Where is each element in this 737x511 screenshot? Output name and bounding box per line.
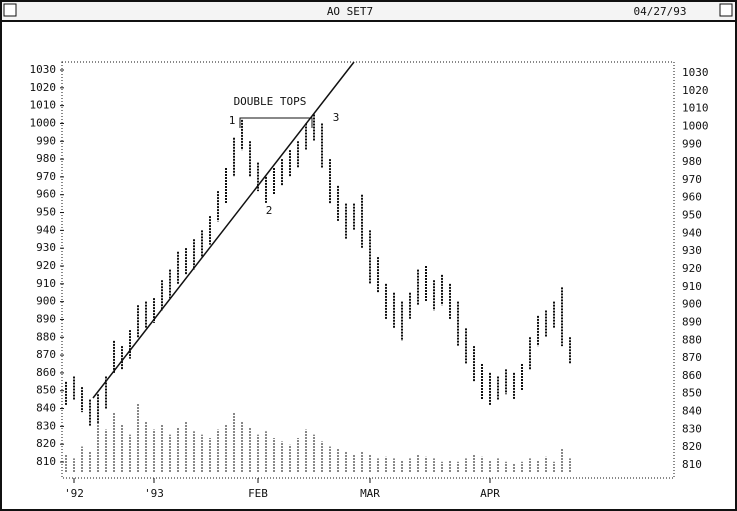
y-tick-label: 940 — [36, 223, 56, 236]
y2-tick-label: 810 — [682, 458, 702, 471]
y2-tick-label: 930 — [682, 244, 702, 257]
y-tick-label: 950 — [36, 206, 56, 219]
y2-tick-label: 900 — [682, 298, 702, 311]
y2-tick-label: 870 — [682, 351, 702, 364]
x-tick-label: '92 — [64, 487, 84, 500]
annotation: 3 — [333, 111, 340, 124]
x-tick-label: '93 — [144, 487, 164, 500]
y-tick-label: 810 — [36, 455, 56, 468]
y2-tick-label: 1020 — [682, 84, 709, 97]
y2-tick-label: 1010 — [682, 102, 709, 115]
y-tick-label: 860 — [36, 366, 56, 379]
y2-tick-label: 820 — [682, 440, 702, 453]
x-tick-label: MAR — [360, 487, 380, 500]
y-tick-label: 910 — [36, 277, 56, 290]
y2-tick-label: 920 — [682, 262, 702, 275]
y-tick-label: 850 — [36, 384, 56, 397]
y-tick-label: 820 — [36, 437, 56, 450]
y2-tick-label: 890 — [682, 315, 702, 328]
y2-tick-label: 960 — [682, 191, 702, 204]
y2-tick-label: 940 — [682, 226, 702, 239]
y2-tick-label: 990 — [682, 137, 702, 150]
y2-tick-label: 950 — [682, 209, 702, 222]
y2-tick-label: 840 — [682, 405, 702, 418]
y-tick-label: 970 — [36, 170, 56, 183]
y-tick-label: 990 — [36, 134, 56, 147]
y-tick-label: 920 — [36, 259, 56, 272]
chart-date: 04/27/93 — [634, 5, 687, 18]
chart-title: AO SET7 — [327, 5, 373, 18]
y-tick-label: 870 — [36, 348, 56, 361]
annotation: DOUBLE TOPS — [234, 95, 307, 108]
y-tick-label: 980 — [36, 152, 56, 165]
y-tick-label: 1010 — [30, 99, 57, 112]
annotation: 1 — [229, 114, 236, 127]
y-tick-label: 880 — [36, 330, 56, 343]
y2-tick-label: 1000 — [682, 119, 709, 132]
y-tick-label: 840 — [36, 402, 56, 415]
y-tick-label: 1020 — [30, 81, 57, 94]
y2-tick-label: 1030 — [682, 66, 709, 79]
y-tick-label: 830 — [36, 419, 56, 432]
y-tick-label: 1030 — [30, 63, 57, 76]
plot-frame — [61, 61, 675, 479]
y2-tick-label: 850 — [682, 387, 702, 400]
y2-tick-label: 980 — [682, 155, 702, 168]
x-tick-label: APR — [480, 487, 500, 500]
y2-tick-label: 910 — [682, 280, 702, 293]
y2-tick-label: 860 — [682, 369, 702, 382]
x-tick-label: FEB — [248, 487, 268, 500]
y-tick-label: 1000 — [30, 116, 57, 129]
close-box[interactable] — [3, 3, 17, 17]
double-top-bracket — [239, 117, 313, 128]
y2-tick-label: 830 — [682, 422, 702, 435]
zoom-box[interactable] — [719, 3, 733, 17]
y-tick-label: 900 — [36, 295, 56, 308]
annotation: 2 — [266, 204, 273, 217]
y-tick-label: 960 — [36, 188, 56, 201]
y2-tick-label: 970 — [682, 173, 702, 186]
y-tick-label: 890 — [36, 312, 56, 325]
y2-tick-label: 880 — [682, 333, 702, 346]
title-bar — [0, 0, 737, 22]
y-tick-label: 930 — [36, 241, 56, 254]
